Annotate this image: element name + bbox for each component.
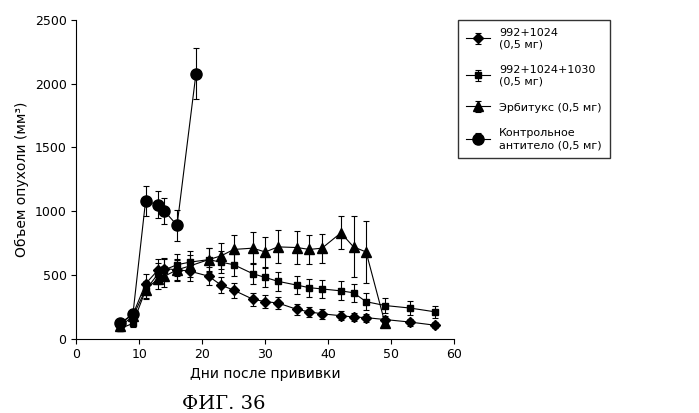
Legend: 992+1024
(0,5 мг), 992+1024+1030
(0,5 мг), Эрбитукс (0,5 мг), Контрольное
антите: 992+1024 (0,5 мг), 992+1024+1030 (0,5 мг… xyxy=(458,20,610,158)
Text: ФИГ. 36: ФИГ. 36 xyxy=(182,395,266,413)
X-axis label: Дни после прививки: Дни после прививки xyxy=(190,367,340,381)
Y-axis label: Объем опухоли (мм³): Объем опухоли (мм³) xyxy=(15,102,29,257)
